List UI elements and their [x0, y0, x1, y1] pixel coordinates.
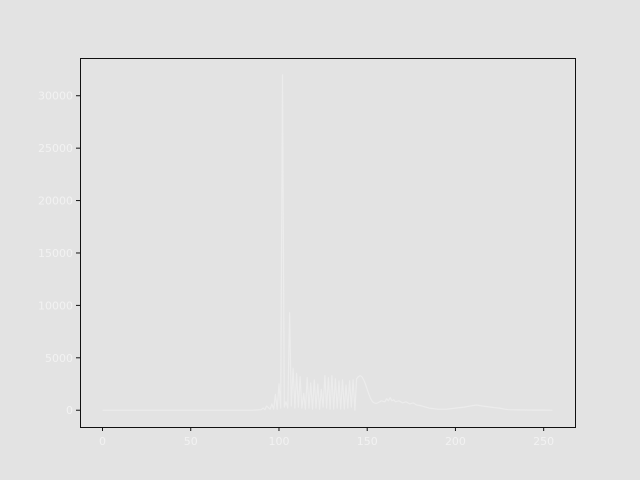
y-tick-label: 10000	[38, 299, 73, 312]
y-tick-label: 15000	[38, 247, 73, 260]
y-tick-label: 0	[66, 404, 73, 417]
y-tick-label: 5000	[45, 352, 73, 365]
y-tick-label: 20000	[38, 195, 73, 208]
series-line	[102, 74, 553, 411]
y-tick-label: 25000	[38, 142, 73, 155]
x-tick-label: 100	[268, 435, 289, 448]
y-axis-ticks: 0 5000 10000 15000 20000 25000 30000	[38, 90, 80, 417]
x-tick-label: 50	[184, 435, 198, 448]
x-tick-label: 250	[533, 435, 554, 448]
x-tick-label: 0	[99, 435, 106, 448]
x-axis-ticks: 0 50 100 150 200 250	[99, 427, 554, 448]
x-tick-label: 200	[445, 435, 466, 448]
plot-frame	[80, 58, 576, 428]
y-tick-label: 30000	[38, 90, 73, 103]
x-tick-label: 150	[357, 435, 378, 448]
